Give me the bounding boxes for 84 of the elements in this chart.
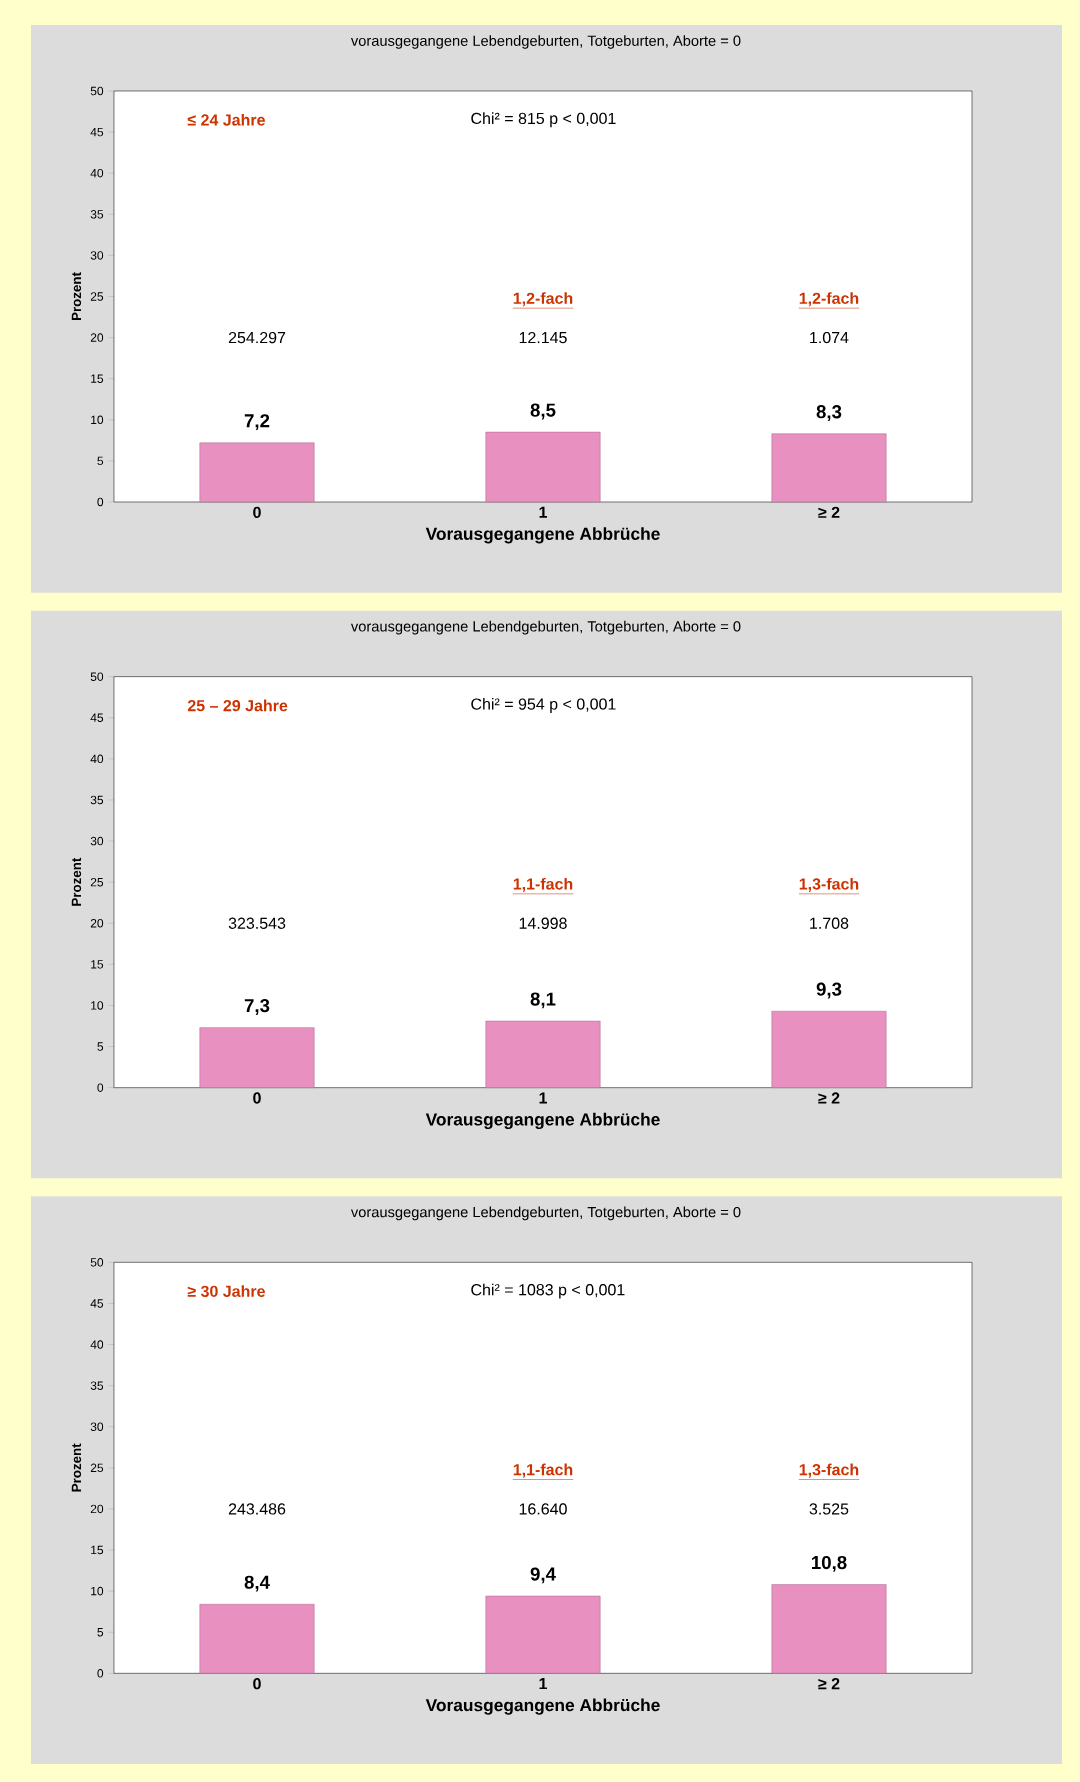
bar [199,1604,315,1674]
y-tick-label: 5 [97,1628,104,1637]
annotation: 323.543 [228,917,286,929]
x-tick-label: ≥ 2 [818,506,840,518]
y-tick-label: 40 [90,168,104,178]
annotation: ≤ 24 Jahre [187,113,265,126]
y-tick-label: 35 [90,795,104,805]
x-axis-title: Vorausgegangene Abbrüche [425,1112,660,1130]
y-tick-label: 35 [90,1381,104,1390]
annotation: 3.525 [809,1503,849,1515]
data-label: 7,3 [244,999,270,1015]
y-tick-label: 30 [90,251,104,260]
annotation: 1.074 [810,331,849,344]
data-label: 8,4 [244,1575,270,1592]
y-tick-label: 45 [90,713,104,722]
y-tick-label: 25 [90,1463,104,1473]
bar [771,1584,887,1674]
data-label: 9,4 [530,1567,556,1584]
y-axis-title: Prozent [71,272,82,321]
y-tick-label: 5 [97,1042,104,1051]
y-tick-label: 10 [91,415,104,425]
bar [485,1595,601,1674]
y-tick-label: 15 [91,374,104,383]
y-tick-label: 10 [91,1001,104,1010]
y-tick-label: 45 [90,1299,104,1308]
annotation: 16.640 [519,1503,567,1515]
annotation: 1,2-fach [799,292,859,307]
annotation: 1.708 [810,917,849,929]
annotation: 14.998 [519,917,567,929]
data-label: 8,5 [530,403,556,420]
y-tick-label: 40 [90,754,104,764]
y-tick-label: 25 [90,877,104,887]
annotation: 12.145 [519,331,567,344]
annotation: Chi² = 815 p < 0,001 [471,112,616,128]
x-tick-label: ≥ 2 [818,1678,840,1690]
y-tick-label: 0 [97,1669,104,1678]
chart-title: vorausgegangene Lebendgeburten, Totgeburten, Aborte = 0 [350,620,741,635]
annotation: 25 – 29 Jahre [187,699,288,712]
y-tick-label: 20 [90,1504,104,1514]
y-tick-label: 30 [90,1422,104,1431]
y-tick-label: 15 [91,1545,104,1555]
y-tick-label: 35 [90,210,104,219]
x-tick-label: 1 [539,1092,547,1104]
y-tick-label: 20 [90,919,104,928]
x-tick-label: 0 [253,1092,261,1104]
x-axis-title: Vorausgegangene Abbrüche [425,1698,660,1715]
y-tick-label: 45 [90,127,104,137]
annotation: 1,1-fach [513,877,573,892]
data-label: 7,2 [244,414,270,431]
data-label: 10,8 [812,1555,847,1572]
y-axis-title: Prozent [71,1443,82,1492]
y-tick-label: 0 [97,1083,104,1092]
annotation: Chi² = 1083 p < 0,001 [471,1283,625,1299]
y-tick-label: 25 [90,292,104,301]
x-tick-label: ≥ 2 [818,1092,840,1104]
y-tick-label: 0 [97,497,104,507]
x-tick-label: 1 [539,1678,547,1690]
y-tick-label: 50 [90,86,104,96]
x-tick-label: 0 [253,1678,261,1690]
x-tick-label: 1 [539,506,547,518]
data-label: 9,3 [816,982,842,999]
y-tick-label: 20 [90,333,104,342]
y-tick-label: 10 [91,1586,104,1596]
annotation: 1,3-fach [799,877,859,892]
annotation: 1,2-fach [513,292,573,307]
y-tick-label: 50 [90,672,104,681]
annotation: Chi² = 954 p < 0,001 [471,697,616,713]
data-label: 8,1 [530,992,556,1009]
y-tick-label: 40 [90,1340,104,1349]
annotation: ≥ 30 Jahre [187,1285,265,1297]
y-tick-label: 30 [90,836,104,846]
annotation: 1,1-fach [513,1463,573,1478]
y-tick-label: 15 [91,960,104,969]
annotation: 1,3-fach [799,1463,859,1478]
y-tick-label: 50 [90,1258,104,1267]
y-tick-label: 5 [97,456,104,466]
annotation: 254.297 [228,331,286,344]
x-tick-label: 0 [253,506,261,519]
y-axis-title: Prozent [71,857,82,906]
chart-title: vorausgegangene Lebendgeburten, Totgeburten, Aborte = 0 [350,1206,741,1221]
chart-title: vorausgegangene Lebendgeburten, Totgeburten, Aborte = 0 [350,35,741,49]
x-axis-title: Vorausgegangene Abbrüche [425,527,660,544]
data-label: 8,3 [816,405,842,422]
annotation: 243.486 [228,1503,286,1515]
